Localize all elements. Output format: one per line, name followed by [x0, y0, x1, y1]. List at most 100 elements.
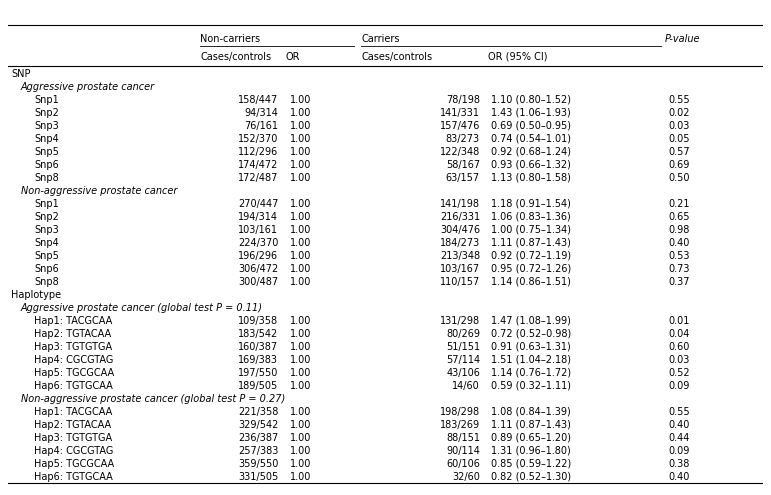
Text: 0.38: 0.38 — [668, 459, 690, 469]
Text: 0.52: 0.52 — [668, 368, 691, 378]
Text: 0.37: 0.37 — [668, 277, 690, 287]
Text: 257/383: 257/383 — [237, 446, 278, 456]
Text: 183/542: 183/542 — [238, 329, 278, 339]
Text: 14/60: 14/60 — [453, 381, 480, 391]
Text: 0.50: 0.50 — [668, 173, 690, 183]
Text: 32/60: 32/60 — [452, 472, 480, 482]
Text: 0.92 (0.72–1.19): 0.92 (0.72–1.19) — [491, 251, 571, 261]
Text: Snp5: Snp5 — [34, 251, 59, 261]
Text: 1.00: 1.00 — [290, 355, 311, 365]
Text: 1.43 (1.06–1.93): 1.43 (1.06–1.93) — [491, 108, 571, 118]
Text: Snp6: Snp6 — [34, 264, 59, 274]
Text: 1.00: 1.00 — [290, 446, 311, 456]
Text: 78/198: 78/198 — [446, 95, 480, 105]
Text: 0.40: 0.40 — [668, 472, 690, 482]
Text: Non-aggressive prostate cancer (global test P = 0.27): Non-aggressive prostate cancer (global t… — [21, 394, 284, 404]
Text: 76/161: 76/161 — [244, 121, 278, 131]
Text: 0.02: 0.02 — [668, 108, 690, 118]
Text: P-value: P-value — [665, 34, 701, 44]
Text: 306/472: 306/472 — [238, 264, 278, 274]
Text: 0.55: 0.55 — [668, 407, 691, 417]
Text: 43/106: 43/106 — [446, 368, 480, 378]
Text: 0.44: 0.44 — [668, 433, 690, 443]
Text: Cases/controls: Cases/controls — [200, 52, 271, 62]
Text: Haplotype: Haplotype — [12, 290, 62, 300]
Text: 329/542: 329/542 — [237, 420, 278, 430]
Text: 0.21: 0.21 — [668, 199, 690, 209]
Text: Hap4: CGCGTAG: Hap4: CGCGTAG — [34, 446, 113, 456]
Text: Snp3: Snp3 — [34, 225, 59, 235]
Text: 1.00: 1.00 — [290, 160, 311, 170]
Text: 141/198: 141/198 — [440, 199, 480, 209]
Text: Hap1: TACGCAA: Hap1: TACGCAA — [34, 407, 113, 417]
Text: 331/505: 331/505 — [238, 472, 278, 482]
Text: 57/114: 57/114 — [446, 355, 480, 365]
Text: 158/447: 158/447 — [238, 95, 278, 105]
Text: 1.00: 1.00 — [290, 368, 311, 378]
Text: 0.89 (0.65–1.20): 0.89 (0.65–1.20) — [491, 433, 571, 443]
Text: Snp4: Snp4 — [34, 238, 59, 248]
Text: 1.00: 1.00 — [290, 316, 311, 326]
Text: 1.00: 1.00 — [290, 238, 311, 248]
Text: 1.00: 1.00 — [290, 407, 311, 417]
Text: Snp6: Snp6 — [34, 160, 59, 170]
Text: 1.00: 1.00 — [290, 277, 311, 287]
Text: Carriers: Carriers — [362, 34, 400, 44]
Text: 0.55: 0.55 — [668, 95, 691, 105]
Text: 0.05: 0.05 — [668, 134, 690, 144]
Text: 0.53: 0.53 — [668, 251, 690, 261]
Text: 1.00: 1.00 — [290, 95, 311, 105]
Text: 0.74 (0.54–1.01): 0.74 (0.54–1.01) — [491, 134, 571, 144]
Text: 183/269: 183/269 — [439, 420, 480, 430]
Text: 270/447: 270/447 — [237, 199, 278, 209]
Text: 60/106: 60/106 — [446, 459, 480, 469]
Text: Hap5: TGCGCAA: Hap5: TGCGCAA — [34, 459, 114, 469]
Text: 216/331: 216/331 — [439, 212, 480, 222]
Text: 1.00: 1.00 — [290, 108, 311, 118]
Text: 0.98: 0.98 — [668, 225, 690, 235]
Text: 152/370: 152/370 — [237, 134, 278, 144]
Text: 1.00: 1.00 — [290, 264, 311, 274]
Text: 0.93 (0.66–1.32): 0.93 (0.66–1.32) — [491, 160, 571, 170]
Text: 110/157: 110/157 — [439, 277, 480, 287]
Text: OR (95% CI): OR (95% CI) — [487, 52, 547, 62]
Text: 0.03: 0.03 — [668, 121, 690, 131]
Text: 1.14 (0.86–1.51): 1.14 (0.86–1.51) — [491, 277, 571, 287]
Text: 0.73: 0.73 — [668, 264, 690, 274]
Text: Hap4: CGCGTAG: Hap4: CGCGTAG — [34, 355, 113, 365]
Text: 1.11 (0.87–1.43): 1.11 (0.87–1.43) — [491, 420, 571, 430]
Text: Hap6: TGTGCAA: Hap6: TGTGCAA — [34, 472, 113, 482]
Text: 1.00: 1.00 — [290, 173, 311, 183]
Text: 1.08 (0.84–1.39): 1.08 (0.84–1.39) — [491, 407, 571, 417]
Text: 1.00: 1.00 — [290, 472, 311, 482]
Text: 1.00: 1.00 — [290, 342, 311, 352]
Text: 0.03: 0.03 — [668, 355, 690, 365]
Text: 169/383: 169/383 — [238, 355, 278, 365]
Text: 0.57: 0.57 — [668, 147, 691, 157]
Text: 194/314: 194/314 — [238, 212, 278, 222]
Text: Cases/controls: Cases/controls — [362, 52, 433, 62]
Text: 174/472: 174/472 — [237, 160, 278, 170]
Text: 0.91 (0.63–1.31): 0.91 (0.63–1.31) — [491, 342, 571, 352]
Text: 1.00: 1.00 — [290, 199, 311, 209]
Text: 0.82 (0.52–1.30): 0.82 (0.52–1.30) — [491, 472, 571, 482]
Text: 103/167: 103/167 — [439, 264, 480, 274]
Text: 196/296: 196/296 — [238, 251, 278, 261]
Text: 304/476: 304/476 — [439, 225, 480, 235]
Text: 172/487: 172/487 — [237, 173, 278, 183]
Text: 1.00: 1.00 — [290, 251, 311, 261]
Text: Hap2: TGTACAA: Hap2: TGTACAA — [34, 329, 111, 339]
Text: Snp2: Snp2 — [34, 212, 59, 222]
Text: Snp8: Snp8 — [34, 277, 59, 287]
Text: 1.00: 1.00 — [290, 134, 311, 144]
Text: 0.04: 0.04 — [668, 329, 690, 339]
Text: 83/273: 83/273 — [446, 134, 480, 144]
Text: 0.01: 0.01 — [668, 316, 690, 326]
Text: Hap3: TGTGTGA: Hap3: TGTGTGA — [34, 433, 113, 443]
Text: 1.14 (0.76–1.72): 1.14 (0.76–1.72) — [491, 368, 571, 378]
Text: 63/157: 63/157 — [446, 173, 480, 183]
Text: 1.31 (0.96–1.80): 1.31 (0.96–1.80) — [491, 446, 571, 456]
Text: 103/161: 103/161 — [238, 225, 278, 235]
Text: Snp1: Snp1 — [34, 199, 59, 209]
Text: 109/358: 109/358 — [238, 316, 278, 326]
